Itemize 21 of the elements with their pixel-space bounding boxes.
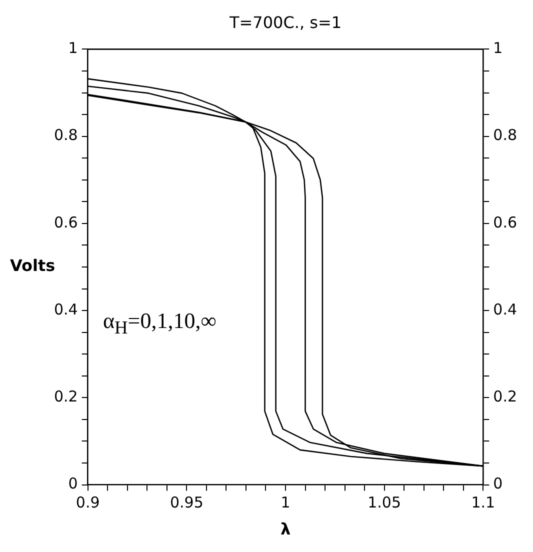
y-tick-label: 0: [68, 474, 78, 493]
y-tick-label: 1: [68, 39, 78, 58]
y-tick-label: 0.2: [54, 388, 78, 406]
y2-tick-label: 0.4: [493, 300, 518, 318]
x-tick-label: 0.9: [76, 494, 100, 512]
x-tick-label: 1.05: [368, 494, 402, 512]
x-axis-title: λ: [280, 520, 291, 539]
y-tick-label: 0.6: [54, 213, 78, 232]
chart-title: T=700C., s=1: [228, 12, 342, 32]
y-tick-label: 0.8: [54, 126, 78, 144]
annotation: α$_{H}$=0,1,10,∞: [103, 308, 216, 338]
y-axis-title: Volts: [10, 256, 56, 276]
y2-tick-label: 0: [493, 474, 503, 493]
x-tick-label: 1: [280, 494, 290, 512]
y2-tick-label: 0.2: [493, 388, 518, 406]
y2-tick-label: 0.8: [493, 126, 518, 144]
x-tick-label: 0.95: [170, 494, 204, 512]
y2-tick-label: 1: [493, 39, 503, 58]
x-tick-label: 1.1: [471, 494, 496, 512]
y2-tick-label: 0.6: [493, 213, 518, 232]
y-tick-label: 0.4: [54, 300, 78, 318]
